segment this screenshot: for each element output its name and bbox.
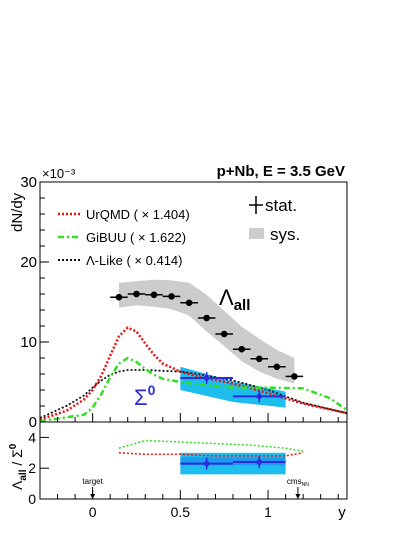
ratio-y-tick-label: 4 — [28, 429, 36, 445]
y-exponent: ×10⁻³ — [42, 166, 76, 181]
upper-panel: 0 10 20 30 dN/dy ×10⁻³ p+Nb, E = 3.5 GeV Ur… — [9, 163, 348, 431]
lambda-point — [215, 330, 233, 338]
alike-curve — [39, 369, 348, 419]
sigma0-label: Σ0 — [134, 382, 156, 410]
data-points — [110, 290, 304, 403]
legend-label-sys: sys. — [270, 225, 300, 244]
upper-axis-ticks: 0 10 20 30 — [20, 174, 339, 431]
urqmd-curve — [39, 326, 348, 421]
lambda-point — [145, 291, 163, 299]
y-axis-label: dN/dy — [9, 192, 26, 232]
marker-label: cmsNN — [287, 477, 309, 488]
legend-stat-marker — [249, 196, 263, 214]
ratio-point — [180, 457, 233, 470]
ratio-layer — [118, 439, 304, 475]
x-tick-label: 1 — [264, 504, 272, 520]
lambda-point — [232, 345, 251, 353]
ratio-point — [232, 456, 286, 469]
marker-label: target — [82, 477, 103, 486]
legend-label-stat: stat. — [265, 196, 297, 215]
lower-panel: 0 2 4 0 0.5 1 Λall / Σ0 y target cmsNN — [8, 421, 348, 521]
lambda-point — [162, 293, 181, 300]
chart-title: p+Nb, E = 3.5 GeV — [217, 163, 345, 180]
lambda-point — [285, 373, 304, 380]
lambda-sys-band — [118, 279, 295, 384]
axis-marker: target — [82, 477, 104, 499]
x-axis-label: y — [338, 504, 346, 521]
sigma-point — [232, 390, 286, 403]
gibuu-curve — [39, 356, 348, 423]
legend: UrQMD ( × 1.404) GiBUU ( × 1.622) Λ-Like… — [58, 196, 300, 268]
model-curves — [39, 326, 348, 423]
legend-sys-swatch — [249, 228, 264, 239]
lambda-sys-area — [118, 279, 295, 384]
axis-marker: cmsNN — [287, 477, 309, 499]
ratio-inner-band — [180, 457, 286, 466]
lambda-point — [110, 293, 128, 301]
legend-label-alike: Λ-Like ( × 0.414) — [86, 253, 182, 268]
ratio-y-tick-label: 2 — [28, 460, 36, 476]
lambda-all-label: Λall — [219, 285, 250, 314]
y-tick-label: 10 — [20, 334, 37, 351]
lambda-point — [268, 363, 286, 371]
ratio-y-tick-label: 0 — [28, 491, 36, 507]
y-tick-label: 30 — [20, 174, 37, 191]
legend-label-urqmd: UrQMD ( × 1.404) — [86, 207, 190, 222]
axis-markers: target cmsNN — [82, 477, 309, 499]
lambda-point — [180, 299, 198, 307]
ratio-y-axis-label: Λall / Σ0 — [8, 443, 29, 490]
lambda-point — [197, 314, 216, 322]
legend-label-gibuu: GiBUU ( × 1.622) — [86, 230, 186, 245]
y-tick-label: 0 — [29, 414, 37, 431]
lambda-point — [127, 290, 146, 298]
x-tick-label: 0.5 — [171, 504, 191, 520]
lambda-point — [250, 355, 269, 363]
ratio-urqmd-curve — [118, 452, 304, 457]
sigma-point — [180, 372, 233, 384]
y-tick-label: 20 — [20, 254, 37, 271]
lower-frame — [39, 421, 348, 500]
ratio-gibuu-curve — [118, 439, 304, 453]
x-tick-label: 0 — [89, 504, 97, 520]
